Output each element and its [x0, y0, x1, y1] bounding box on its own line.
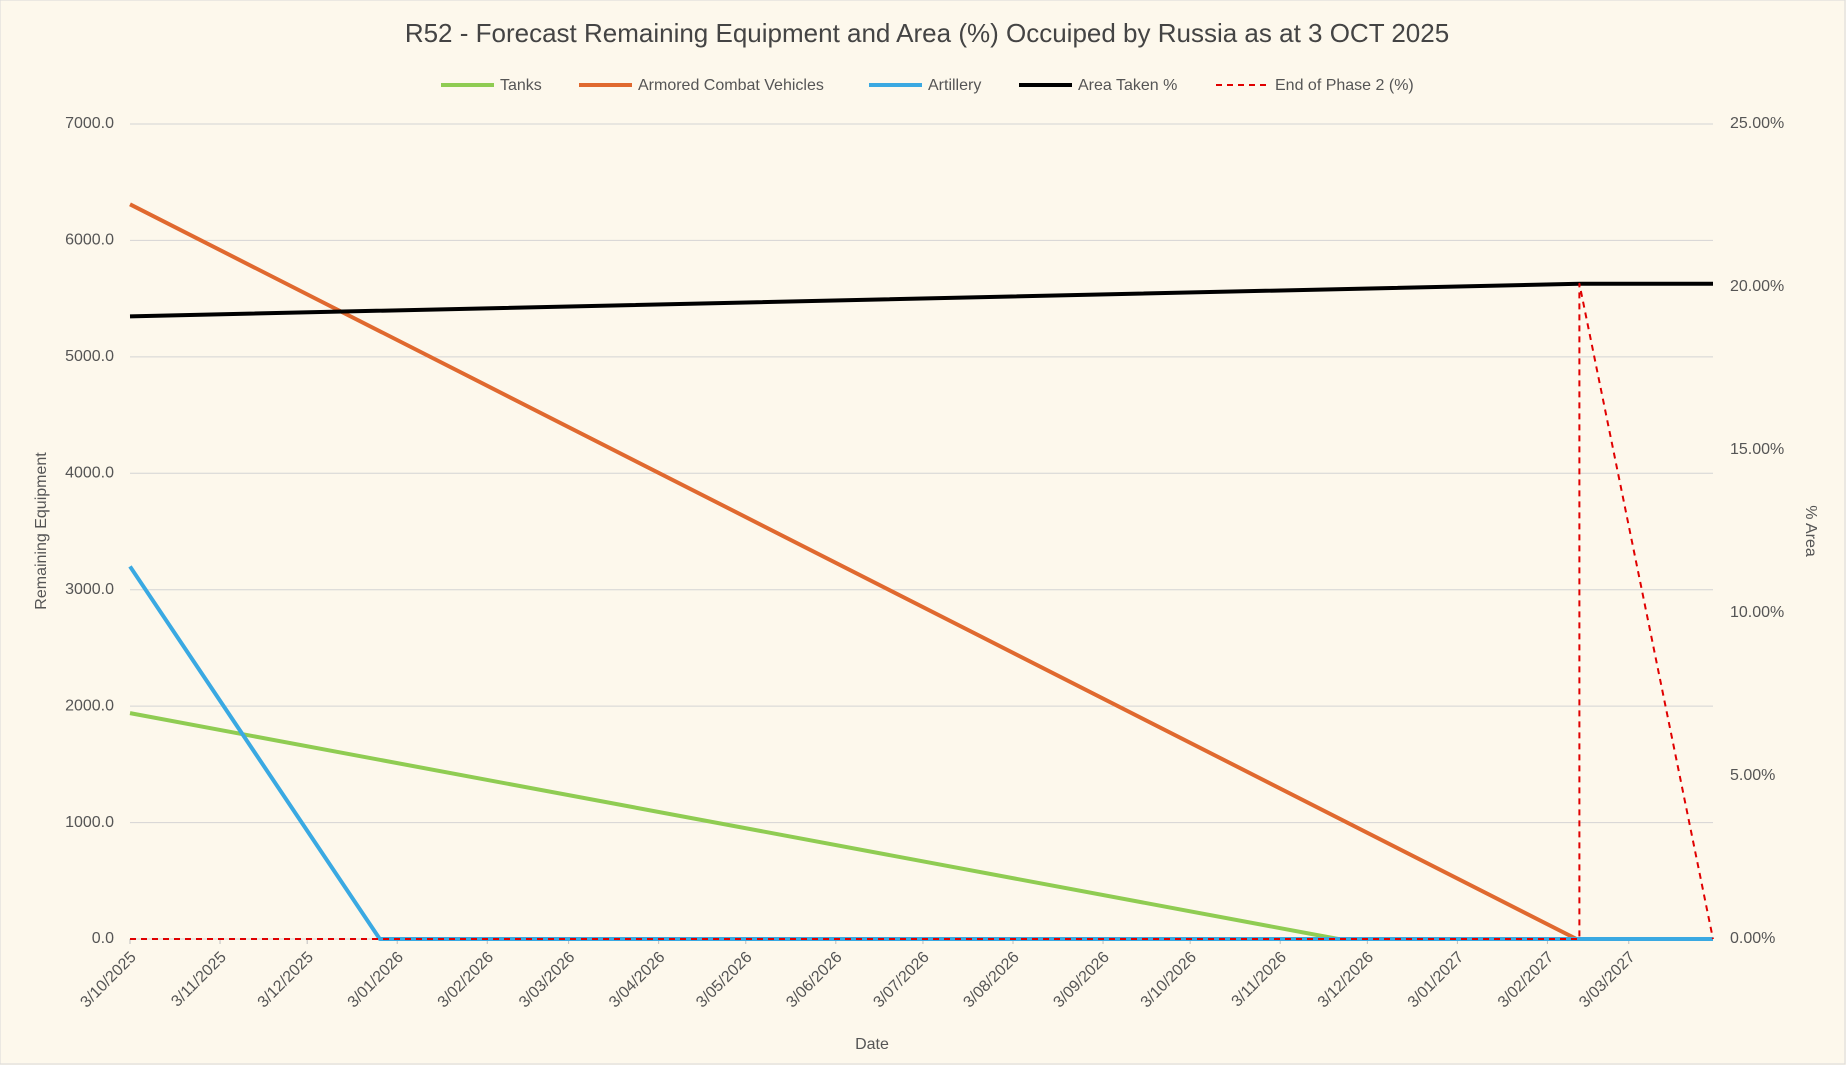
y2-tick-label: 15.00%	[1730, 441, 1784, 458]
y-axis-label: Remaining Equipment	[33, 452, 50, 610]
y-tick-label: 1000.0	[65, 814, 114, 831]
legend-label: Armored Combat Vehicles	[638, 77, 824, 94]
legend-label: Area Taken %	[1078, 77, 1177, 94]
y-tick-label: 7000.0	[65, 115, 114, 132]
y2-tick-label: 25.00%	[1730, 115, 1784, 132]
y-tick-label: 4000.0	[65, 465, 114, 482]
y-tick-label: 6000.0	[65, 232, 114, 249]
y2-tick-label: 20.00%	[1730, 278, 1784, 295]
chart-title: R52 - Forecast Remaining Equipment and A…	[405, 18, 1449, 48]
x-axis-label: Date	[855, 1036, 889, 1053]
y-tick-label: 3000.0	[65, 581, 114, 598]
legend-label: End of Phase 2 (%)	[1275, 77, 1414, 94]
y-tick-label: 2000.0	[65, 697, 114, 714]
y2-axis-label: % Area	[1802, 505, 1819, 557]
y2-tick-label: 10.00%	[1730, 604, 1784, 621]
y2-tick-label: 5.00%	[1730, 767, 1775, 784]
y-tick-label: 5000.0	[65, 348, 114, 365]
legend-label: Artillery	[928, 77, 981, 94]
y2-tick-label: 0.00%	[1730, 930, 1775, 947]
legend-label: Tanks	[500, 77, 542, 94]
y-tick-label: 0.0	[92, 930, 114, 947]
